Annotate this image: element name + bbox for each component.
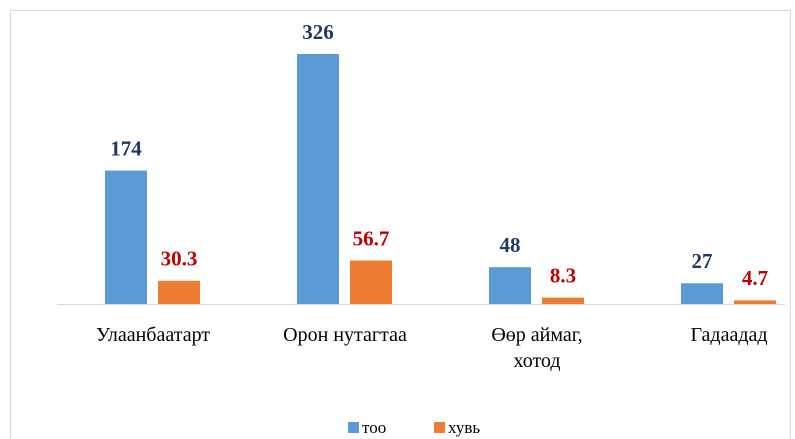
data-label: 30.3	[161, 247, 198, 271]
data-label: 56.7	[353, 226, 390, 250]
bar	[297, 54, 339, 304]
data-label: 326	[302, 20, 334, 44]
bar	[489, 267, 531, 304]
data-label: 27	[692, 249, 713, 273]
bar	[681, 283, 723, 304]
data-label: 4.7	[742, 266, 768, 290]
legend-swatch	[434, 422, 445, 433]
bar	[734, 300, 776, 304]
x-tick-label: Өөр аймаг, хотод	[491, 324, 583, 372]
legend-label: хувь	[448, 418, 480, 437]
bar	[158, 280, 200, 304]
legend-swatch	[348, 422, 359, 433]
x-tick-label: Орон нутагтаа	[283, 324, 407, 346]
data-label: 48	[500, 233, 521, 257]
bar	[542, 297, 584, 304]
data-label: 174	[110, 136, 142, 160]
chart-frame	[10, 10, 791, 439]
bar	[350, 260, 392, 304]
x-tick-label: Улаанбаатарт	[95, 324, 211, 346]
data-label: 8.3	[550, 263, 576, 287]
x-tick-label: Гадаадад	[690, 324, 768, 346]
bar	[105, 170, 147, 304]
legend-label: тоо	[362, 418, 386, 437]
